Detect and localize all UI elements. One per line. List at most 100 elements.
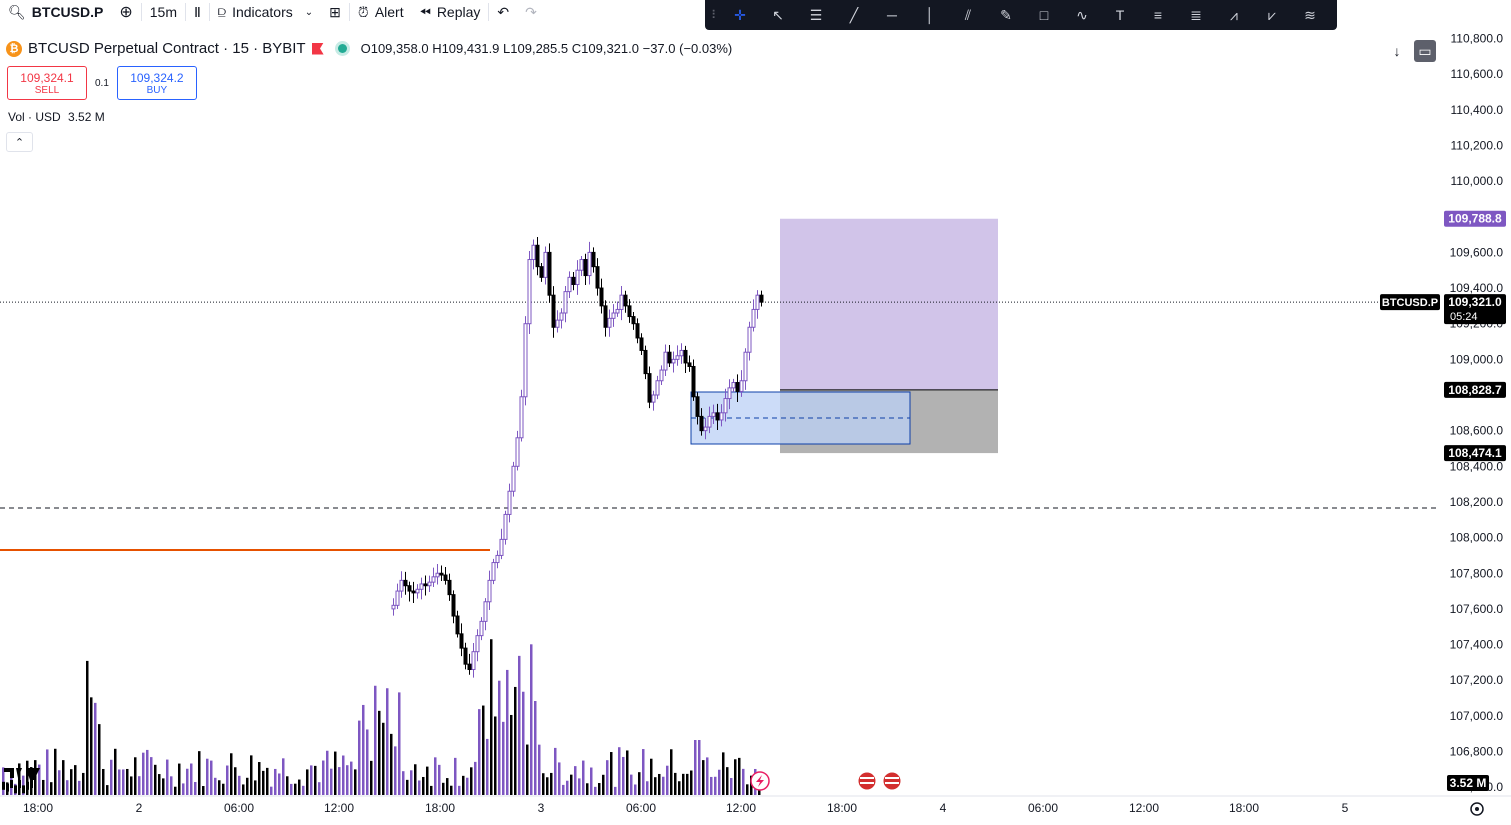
candle[interactable] (695, 396, 700, 417)
candle[interactable] (547, 251, 552, 296)
horizontal-lines-icon[interactable]: ☰ (809, 6, 823, 23)
candle[interactable] (407, 585, 412, 592)
candle[interactable] (751, 308, 756, 328)
candle[interactable] (2, 781, 5, 790)
candle[interactable] (591, 251, 596, 268)
candle[interactable] (567, 276, 572, 293)
layouts-button[interactable]: ⊞ (321, 0, 349, 24)
candle[interactable] (475, 635, 480, 653)
candle[interactable] (451, 594, 456, 617)
candle[interactable] (427, 581, 432, 587)
candle[interactable] (707, 415, 712, 428)
candle[interactable] (515, 437, 520, 467)
candle[interactable] (595, 266, 600, 289)
candle[interactable] (759, 294, 764, 303)
fib-retracement-icon[interactable]: ≡ (1153, 7, 1163, 23)
candle[interactable] (30, 780, 33, 789)
candle[interactable] (619, 294, 624, 310)
candle[interactable] (607, 317, 612, 328)
interval-button[interactable]: 15m (142, 0, 185, 24)
buy-button[interactable]: 109,324.2 BUY (116, 66, 197, 100)
scroll-to-bottom-icon[interactable]: ↓ (1393, 43, 1401, 59)
candle[interactable] (507, 490, 512, 515)
candle[interactable] (683, 349, 688, 364)
candle[interactable] (467, 663, 472, 671)
indicators-button[interactable]: ⫒ Indicators ⌄ (210, 0, 321, 24)
horizontal-ray-icon[interactable]: ─ (887, 7, 897, 23)
redo-button[interactable]: ↷ (517, 0, 545, 24)
candle[interactable] (391, 604, 396, 610)
candle[interactable] (14, 785, 17, 794)
candle[interactable] (647, 373, 652, 403)
collapse-legend-button[interactable]: ⌃ (6, 132, 33, 152)
candle[interactable] (559, 312, 564, 321)
candle[interactable] (723, 398, 728, 414)
candle[interactable] (6, 783, 9, 792)
candle[interactable] (599, 287, 604, 307)
candle[interactable] (495, 554, 500, 564)
compare-symbol-button[interactable]: ⊕ (111, 0, 140, 24)
candle[interactable] (571, 276, 576, 285)
candle[interactable] (459, 633, 464, 649)
candle[interactable] (539, 266, 544, 278)
candle[interactable] (627, 305, 632, 318)
candle[interactable] (22, 785, 25, 794)
candle[interactable] (491, 562, 496, 581)
chart-title[interactable]: BTCUSD Perpetual Contract · 15 · BYBIT (28, 40, 306, 57)
candle[interactable] (503, 513, 508, 540)
candle[interactable] (703, 426, 708, 432)
candle[interactable] (659, 369, 664, 382)
abcd-pattern-icon[interactable]: ⩗ (1268, 6, 1276, 23)
candle[interactable] (615, 308, 620, 314)
candle[interactable] (26, 781, 29, 790)
candle[interactable] (739, 380, 744, 392)
us-flag-event-icon[interactable] (857, 771, 877, 791)
undo-button[interactable]: ↶ (489, 0, 517, 24)
elliott-wave-icon[interactable]: ≋ (1304, 6, 1316, 23)
candle[interactable] (455, 615, 460, 635)
candle[interactable] (551, 294, 556, 328)
candle[interactable] (679, 349, 684, 357)
candle[interactable] (523, 323, 528, 398)
candle[interactable] (635, 323, 640, 339)
cursor-arrow-icon[interactable]: ↖ (772, 6, 784, 23)
candle[interactable] (423, 583, 428, 587)
candle[interactable] (463, 647, 468, 665)
candle[interactable] (487, 579, 492, 603)
candle[interactable] (743, 351, 748, 382)
symbol-search-button[interactable]: 🔍︎ BTCUSD.P (0, 0, 111, 24)
candle[interactable] (519, 396, 524, 439)
candle[interactable] (499, 538, 504, 556)
text-icon[interactable]: T (1115, 7, 1125, 23)
candle[interactable] (731, 382, 736, 389)
candle[interactable] (419, 583, 424, 590)
replay-button[interactable]: ⏪︎ Replay (412, 0, 489, 24)
candle[interactable] (623, 294, 628, 307)
candle[interactable] (675, 355, 680, 360)
parallel-channel-icon[interactable]: ⫽ (964, 6, 972, 23)
candle[interactable] (531, 244, 536, 261)
candle[interactable] (671, 358, 676, 364)
crosshair-icon[interactable]: ✛ (734, 6, 746, 23)
candle[interactable] (603, 305, 608, 328)
candle[interactable] (439, 572, 444, 576)
candle[interactable] (639, 337, 644, 351)
candle[interactable] (431, 576, 436, 583)
candle[interactable] (691, 365, 696, 398)
path-icon[interactable]: ∿ (1076, 6, 1088, 23)
candle[interactable] (651, 394, 656, 403)
candle[interactable] (747, 326, 752, 353)
rectangle-icon[interactable]: □ (1039, 7, 1049, 23)
candle[interactable] (687, 362, 692, 367)
candle[interactable] (479, 620, 484, 637)
candle[interactable] (411, 590, 416, 594)
candle[interactable] (667, 351, 672, 364)
candle[interactable] (643, 349, 648, 375)
sell-button[interactable]: 109,324.1 SELL (7, 66, 87, 100)
candle[interactable] (699, 415, 704, 432)
trend-line-icon[interactable]: ╱ (849, 6, 859, 23)
candle[interactable] (395, 590, 400, 606)
target-zone[interactable] (780, 218, 998, 390)
candle[interactable] (483, 601, 488, 622)
